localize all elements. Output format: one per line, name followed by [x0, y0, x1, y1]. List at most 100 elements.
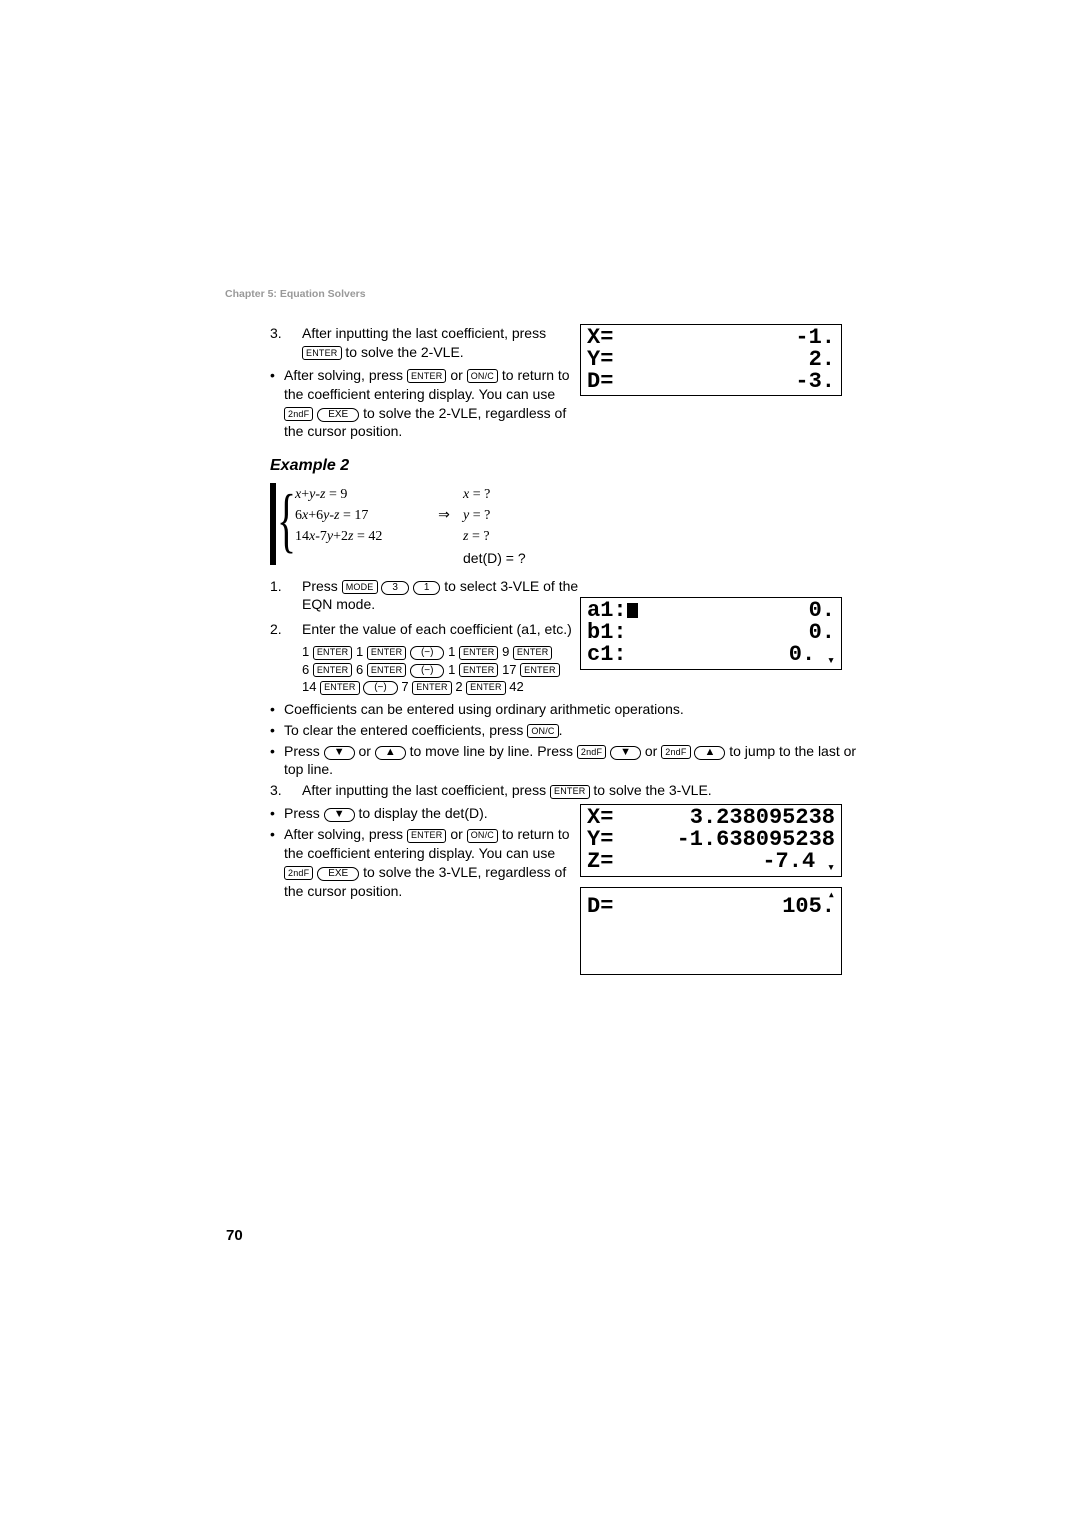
up-key: ▲: [694, 746, 725, 760]
t: to move line by line. Press: [406, 743, 577, 759]
r: 0.: [809, 622, 835, 644]
arrow: [426, 527, 462, 548]
t: After inputting the last coefficient, pr…: [302, 782, 550, 798]
t: to display the det(D).: [355, 805, 488, 821]
t: Press: [284, 743, 324, 759]
bullet-mark: •: [270, 721, 284, 740]
disp-row: X= 3.238095238: [587, 807, 835, 829]
t: 6: [302, 662, 313, 677]
step-body: Press MODE 3 1 to select 3-VLE of the EQ…: [302, 577, 580, 615]
t: Enter the value of each coefficient (a1,…: [302, 620, 580, 639]
t: or: [446, 826, 466, 842]
t: Press: [284, 805, 324, 821]
disp-row: D=105.: [587, 896, 835, 918]
page: Chapter 5: Equation Solvers 3. After inp…: [0, 0, 1080, 1528]
mid-two-col: 1. Press MODE 3 1 to select 3-VLE of the…: [270, 577, 860, 700]
step-3-top: 3. After inputting the last coefficient,…: [270, 324, 580, 362]
bullet-body: After solving, press ENTER or ON/C to re…: [284, 825, 580, 901]
disp-row: D=-3.: [587, 371, 835, 393]
arrow: [426, 548, 462, 569]
chapter-header: Chapter 5: Equation Solvers: [225, 288, 366, 300]
display-2: a1:0. b1:0. c1:0.▾: [580, 597, 842, 670]
l: X=: [587, 327, 613, 349]
bullet-body: Press ▼ to display the det(D).: [284, 804, 580, 823]
cursor-icon: [627, 603, 638, 618]
enter-key: ENTER: [367, 646, 407, 660]
disp-row: b1:0.: [587, 622, 835, 644]
bullet-mark: •: [270, 366, 284, 442]
down-key: ▼: [324, 746, 355, 760]
step-body: After inputting the last coefficient, pr…: [302, 781, 860, 800]
t: 17: [498, 662, 520, 677]
t: 1: [444, 644, 458, 659]
mid-left: 1. Press MODE 3 1 to select 3-VLE of the…: [270, 577, 580, 700]
step-num: 2.: [270, 620, 302, 696]
bullet-mark: •: [270, 825, 284, 901]
key-seq-2: 6 ENTER 6 ENTER (−) 1 ENTER 17 ENTER: [302, 661, 580, 679]
vertical-bar: [270, 483, 276, 565]
t: a1:: [587, 598, 627, 623]
bullet-coeff: • Coefficients can be entered using ordi…: [270, 700, 860, 719]
t: 2: [452, 679, 466, 694]
rhs: z = ?: [462, 527, 527, 548]
step-1: 1. Press MODE 3 1 to select 3-VLE of the…: [270, 577, 580, 615]
disp-row: a1:0.: [587, 600, 835, 622]
t: After inputting the last coefficient, pr…: [302, 325, 546, 341]
t: 9: [498, 644, 512, 659]
top-two-col: 3. After inputting the last coefficient,…: [270, 324, 860, 443]
disp-row: Y= -1.638095238: [587, 829, 835, 851]
2ndf-key: 2ndF: [284, 866, 313, 880]
brace: {: [277, 489, 296, 551]
2ndf-key: 2ndF: [284, 407, 313, 421]
bullet-body: To clear the entered coefficients, press…: [284, 721, 860, 740]
eq: 14x-7y+2z = 42: [294, 527, 426, 548]
onc-key: ON/C: [467, 829, 498, 843]
onc-key: ON/C: [467, 369, 498, 383]
step-num: 3.: [270, 781, 302, 800]
enter-key: ENTER: [513, 646, 553, 660]
bullet-mark: •: [270, 742, 284, 780]
t: 1: [444, 662, 458, 677]
r: 3.238095238: [677, 807, 835, 829]
enter-key: ENTER: [313, 646, 353, 660]
t: or: [446, 367, 466, 383]
eq: x+y-z = 9: [294, 485, 426, 506]
disp-row: Y=2.: [587, 349, 835, 371]
key-seq-1: 1 ENTER 1 ENTER (−) 1 ENTER 9 ENTER: [302, 643, 580, 661]
bullet-after-solving: • After solving, press ENTER or ON/C to …: [270, 825, 580, 901]
enter-key: ENTER: [459, 646, 499, 660]
t: To clear the entered coefficients, press: [284, 722, 527, 738]
enter-key: ENTER: [407, 369, 447, 383]
display-4: ▴ D=105.: [580, 887, 842, 975]
eq-row: 6x+6y-z = 17 ⇒ y = ?: [294, 506, 527, 527]
example-block: { x+y-z = 9 x = ? 6x+6y-z = 17 ⇒ y = ? 1…: [270, 483, 860, 569]
t: -7.4: [762, 849, 815, 874]
exe-key: EXE: [317, 867, 359, 881]
l: Z=: [587, 851, 613, 874]
enter-key: ENTER: [459, 663, 499, 677]
step-3: 3. After inputting the last coefficient,…: [270, 781, 860, 800]
t: Press: [302, 578, 342, 594]
bullet-mark: •: [270, 804, 284, 823]
r: -1.638095238: [677, 829, 835, 851]
l: X=: [587, 807, 613, 829]
t: 6: [352, 662, 366, 677]
display-3: X= 3.238095238 Y=-1.638095238 Z=-7.4▾: [580, 804, 842, 877]
example-heading: Example 2: [270, 455, 860, 477]
bullet-body: Coefficients can be entered using ordina…: [284, 700, 860, 719]
eq-row: 14x-7y+2z = 42 z = ?: [294, 527, 527, 548]
one-key: 1: [413, 581, 441, 595]
2ndf-key: 2ndF: [661, 745, 690, 759]
bottom-two-col: • Press ▼ to display the det(D). • After…: [270, 804, 860, 981]
bullet-mark: •: [270, 700, 284, 719]
t: 0.: [789, 642, 815, 667]
l: Y=: [587, 829, 613, 851]
enter-key: ENTER: [407, 829, 447, 843]
enter-key: ENTER: [550, 785, 590, 799]
step-num: 3.: [270, 324, 302, 362]
down-key: ▼: [324, 808, 355, 822]
t: 42: [506, 679, 524, 694]
bullet-body: Press ▼ or ▲ to move line by line. Press…: [284, 742, 860, 780]
key-seq-3: 14 ENTER (−) 7 ENTER 2 ENTER 42: [302, 678, 580, 696]
rhs: det(D) = ?: [462, 548, 527, 569]
